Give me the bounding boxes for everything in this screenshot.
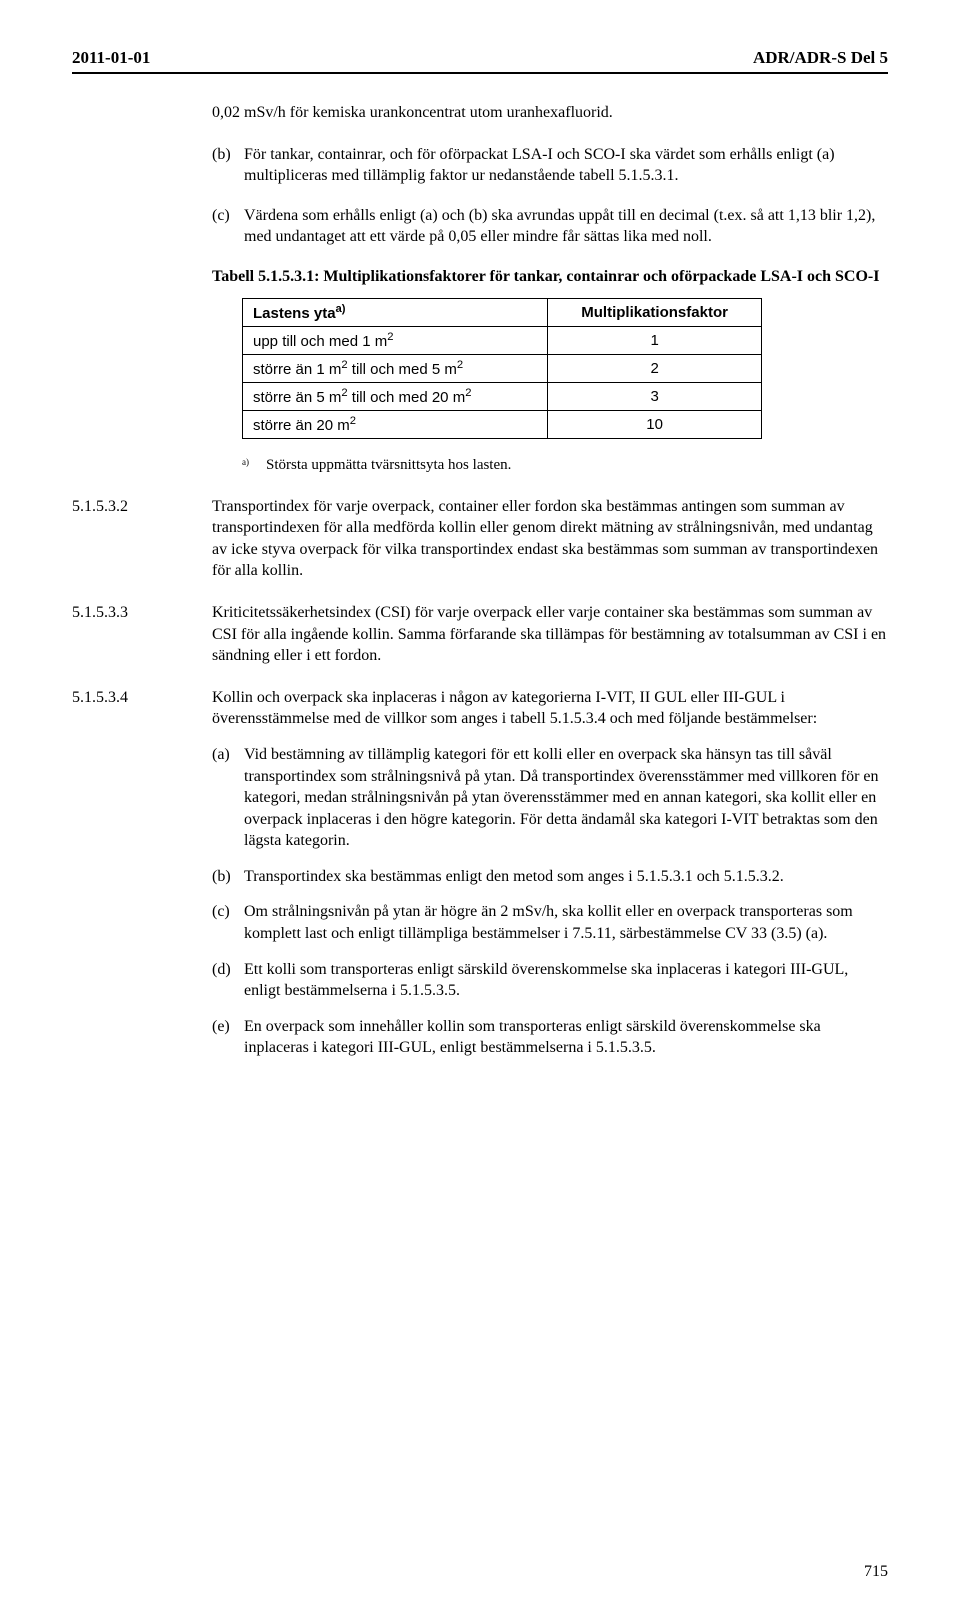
section-5-1-5-3-2-body: Transportindex för varje overpack, conta… <box>212 496 888 582</box>
section-5-1-5-3-4-intro: Kollin och overpack ska inplaceras i någ… <box>212 687 888 730</box>
section-5-1-5-3-2-num: 5.1.5.3.2 <box>72 496 212 582</box>
sub-b: (b) Transportindex ska bestämmas enligt … <box>212 866 888 888</box>
row2-sup2: 2 <box>465 387 471 399</box>
item-c: (c) Värdena som erhålls enligt (a) och (… <box>212 205 888 248</box>
footnote-sup: a) <box>242 457 266 474</box>
row1-factor: 2 <box>548 354 762 382</box>
row2-mid: till och med 20 m <box>348 389 466 406</box>
row0-label: upp till och med 1 m2 <box>243 326 548 354</box>
table-row: större än 1 m2 till och med 5 m2 2 <box>243 354 762 382</box>
sub-b-label: (b) <box>212 866 244 888</box>
section-5-1-5-3-3-body: Kriticitetssäkerhetsindex (CSI) för varj… <box>212 602 888 667</box>
col1-header-sup: a) <box>336 303 346 315</box>
sub-c: (c) Om strålningsnivån på ytan är högre … <box>212 901 888 944</box>
sub-e-text: En overpack som innehåller kollin som tr… <box>244 1016 888 1059</box>
sub-e: (e) En overpack som innehåller kollin so… <box>212 1016 888 1059</box>
table-footnote: a) Största uppmätta tvärsnittsyta hos la… <box>242 457 888 474</box>
sub-b-text: Transportindex ska bestämmas enligt den … <box>244 866 888 888</box>
item-b-label: (b) <box>212 144 244 187</box>
row2-prefix: större än 5 m <box>253 389 341 406</box>
table-title: Tabell 5.1.5.3.1: Multiplikationsfaktore… <box>212 266 888 288</box>
table-wrap: Lastens ytaa) Multiplikationsfaktor upp … <box>242 298 888 439</box>
section-5-1-5-3-4-num: 5.1.5.3.4 <box>72 687 212 1059</box>
col1-header: Lastens ytaa) <box>243 298 548 326</box>
item-c-text: Värdena som erhålls enligt (a) och (b) s… <box>244 205 888 248</box>
row3-factor: 10 <box>548 410 762 438</box>
row1-mid: till och med 5 m <box>348 361 457 378</box>
section-5-1-5-3-4-body: Kollin och overpack ska inplaceras i någ… <box>212 687 888 1059</box>
row2-factor: 3 <box>548 382 762 410</box>
sub-c-text: Om strålningsnivån på ytan är högre än 2… <box>244 901 888 944</box>
sub-a-label: (a) <box>212 744 244 852</box>
row0-prefix: upp till och med 1 m <box>253 333 387 350</box>
item-b: (b) För tankar, containrar, och för oför… <box>212 144 888 187</box>
section-5-1-5-3-3-num: 5.1.5.3.3 <box>72 602 212 667</box>
multiplication-table: Lastens ytaa) Multiplikationsfaktor upp … <box>242 298 762 439</box>
table-row: upp till och med 1 m2 1 <box>243 326 762 354</box>
row1-sup2: 2 <box>457 359 463 371</box>
page: 2011-01-01 ADR/ADR-S Del 5 0,02 mSv/h fö… <box>0 0 960 1613</box>
sub-e-label: (e) <box>212 1016 244 1059</box>
row3-prefix: större än 20 m <box>253 417 350 434</box>
sub-a: (a) Vid bestämning av tillämplig kategor… <box>212 744 888 852</box>
header-date: 2011-01-01 <box>72 48 150 68</box>
row2-label: större än 5 m2 till och med 20 m2 <box>243 382 548 410</box>
header-doc-title: ADR/ADR-S Del 5 <box>753 48 888 68</box>
table-row: större än 20 m2 10 <box>243 410 762 438</box>
sub-d-text: Ett kolli som transporteras enligt särsk… <box>244 959 888 1002</box>
section-5-1-5-3-3: 5.1.5.3.3 Kriticitetssäkerhetsindex (CSI… <box>72 602 888 667</box>
col2-header: Multiplikationsfaktor <box>548 298 762 326</box>
row3-sup: 2 <box>350 415 356 427</box>
row3-label: större än 20 m2 <box>243 410 548 438</box>
intro-line: 0,02 mSv/h för kemiska urankoncentrat ut… <box>212 102 888 124</box>
row1-prefix: större än 1 m <box>253 361 341 378</box>
row0-factor: 1 <box>548 326 762 354</box>
page-number: 715 <box>864 1563 888 1581</box>
item-c-label: (c) <box>212 205 244 248</box>
footnote-sup-text: a) <box>242 457 249 467</box>
row1-label: större än 1 m2 till och med 5 m2 <box>243 354 548 382</box>
col1-header-base: Lastens yta <box>253 305 336 322</box>
sub-d: (d) Ett kolli som transporteras enligt s… <box>212 959 888 1002</box>
sub-a-text: Vid bestämning av tillämplig kategori fö… <box>244 744 888 852</box>
section-5-1-5-3-4: 5.1.5.3.4 Kollin och overpack ska inplac… <box>72 687 888 1059</box>
table-header-row: Lastens ytaa) Multiplikationsfaktor <box>243 298 762 326</box>
page-header: 2011-01-01 ADR/ADR-S Del 5 <box>72 48 888 74</box>
table-row: större än 5 m2 till och med 20 m2 3 <box>243 382 762 410</box>
sub-c-label: (c) <box>212 901 244 944</box>
item-b-text: För tankar, containrar, och för oförpack… <box>244 144 888 187</box>
section-5-1-5-3-2: 5.1.5.3.2 Transportindex för varje overp… <box>72 496 888 582</box>
footnote-text: Största uppmätta tvärsnittsyta hos laste… <box>266 457 511 474</box>
row0-sup: 2 <box>387 331 393 343</box>
sub-d-label: (d) <box>212 959 244 1002</box>
